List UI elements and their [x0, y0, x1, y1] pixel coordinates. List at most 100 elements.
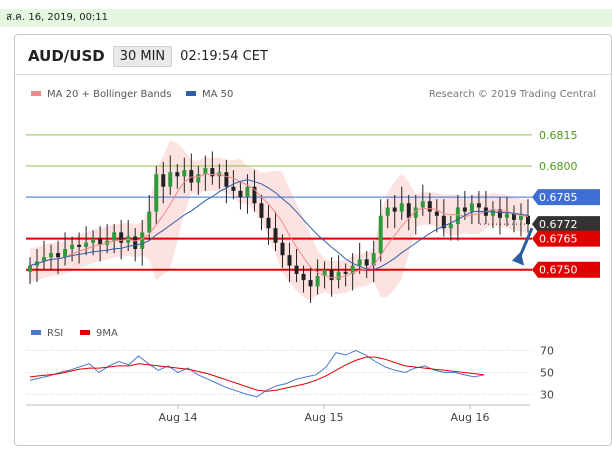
candle-up	[455, 207, 460, 225]
candle-up	[420, 201, 425, 208]
candle-up	[168, 172, 173, 187]
candle-down	[175, 172, 180, 177]
candle-down	[224, 172, 229, 187]
rsi-line	[29, 349, 485, 398]
pivot-tag-bg	[532, 230, 600, 247]
candle-up	[42, 257, 47, 262]
candle-down	[434, 211, 439, 216]
candle	[112, 224, 117, 254]
candle	[497, 197, 502, 235]
candle-down	[259, 203, 264, 218]
candle-up	[350, 265, 355, 274]
candle	[392, 195, 397, 229]
candle-up	[49, 253, 54, 258]
candle-up	[245, 186, 250, 198]
candle	[490, 201, 495, 229]
candle-up	[84, 242, 89, 247]
candle	[378, 199, 383, 262]
candle	[56, 240, 61, 274]
candle	[266, 205, 271, 245]
candle-down	[294, 265, 299, 274]
candle	[182, 157, 187, 193]
candle-down	[526, 215, 530, 225]
candle	[77, 232, 82, 264]
candle-down	[462, 207, 467, 212]
candle	[526, 199, 530, 233]
candle	[294, 248, 299, 283]
candle	[252, 170, 257, 212]
candle-down	[280, 242, 285, 256]
rsi-legend-label: RSI	[47, 328, 63, 339]
candle	[308, 267, 313, 303]
x-tick-label: Aug 14	[159, 411, 198, 424]
resistance-tag-label: 0.6785	[539, 191, 578, 204]
level-tag-label: 0.6800	[539, 160, 578, 173]
candle	[413, 195, 418, 235]
candle	[350, 253, 355, 291]
candle	[511, 205, 516, 233]
candle-down	[189, 170, 194, 183]
candle	[448, 215, 453, 241]
candle	[343, 263, 348, 287]
candle	[245, 174, 250, 214]
candle-up	[147, 211, 152, 233]
candle	[364, 251, 369, 279]
candle-up	[322, 269, 327, 276]
resistance-tag-bg	[532, 189, 600, 206]
ma20-line	[29, 173, 529, 279]
candle	[273, 211, 278, 252]
candle	[231, 170, 236, 200]
candle-up	[490, 209, 495, 216]
candle	[28, 257, 32, 285]
header-divider	[15, 74, 611, 75]
candle-up	[91, 238, 96, 243]
candle-down	[238, 190, 243, 198]
candle-up	[196, 174, 201, 183]
pivot-tag-label: 0.6765	[539, 233, 578, 246]
level-tag-label: 0.6815	[539, 129, 578, 142]
chart-time: 02:19:54 CET	[180, 48, 268, 64]
ma20-legend-swatch	[31, 91, 41, 96]
currency-pair: AUD/USD	[28, 47, 105, 65]
ma9-legend-swatch	[80, 330, 90, 335]
candle-down	[287, 255, 292, 266]
candle	[476, 190, 481, 225]
rsi-tick-30: 30	[540, 389, 554, 402]
x-tick-label: Aug 16	[451, 411, 490, 424]
candle	[287, 242, 292, 283]
rsi-legend-swatch	[31, 330, 41, 335]
candle	[98, 226, 103, 262]
candle-up	[357, 259, 362, 266]
candle-down	[252, 186, 257, 204]
candle	[161, 161, 166, 204]
candle	[210, 151, 215, 185]
timeframe-badge[interactable]: 30 MIN	[112, 45, 173, 67]
candle-down	[119, 232, 124, 243]
candle	[63, 232, 68, 266]
candle	[147, 195, 152, 241]
candle-up	[399, 203, 404, 212]
candle-down	[210, 168, 215, 177]
support-tag-label: 0.6750	[539, 264, 578, 277]
rsi-ma9-line	[29, 356, 485, 392]
ma20-legend-label: MA 20 + Bollinger Bands	[47, 89, 171, 100]
candle	[469, 195, 474, 225]
datetime-bar: ส.ค. 16, 2019, 00:11	[0, 9, 612, 27]
candle-down	[56, 253, 61, 258]
rsi-tick-70: 70	[540, 345, 554, 358]
candle-up	[448, 224, 453, 229]
candle	[420, 184, 425, 216]
candle-down	[98, 238, 103, 245]
last-price-tag-bg	[532, 216, 600, 233]
candle-down	[343, 271, 348, 274]
candle-down	[266, 217, 271, 229]
ma50-legend-label: MA 50	[202, 89, 233, 100]
candle-up	[518, 215, 523, 220]
candle	[238, 182, 243, 210]
candle-down	[301, 273, 306, 281]
candle-down	[497, 209, 502, 218]
candle-down	[364, 259, 369, 266]
candle	[301, 265, 306, 293]
candle-down	[161, 174, 166, 187]
